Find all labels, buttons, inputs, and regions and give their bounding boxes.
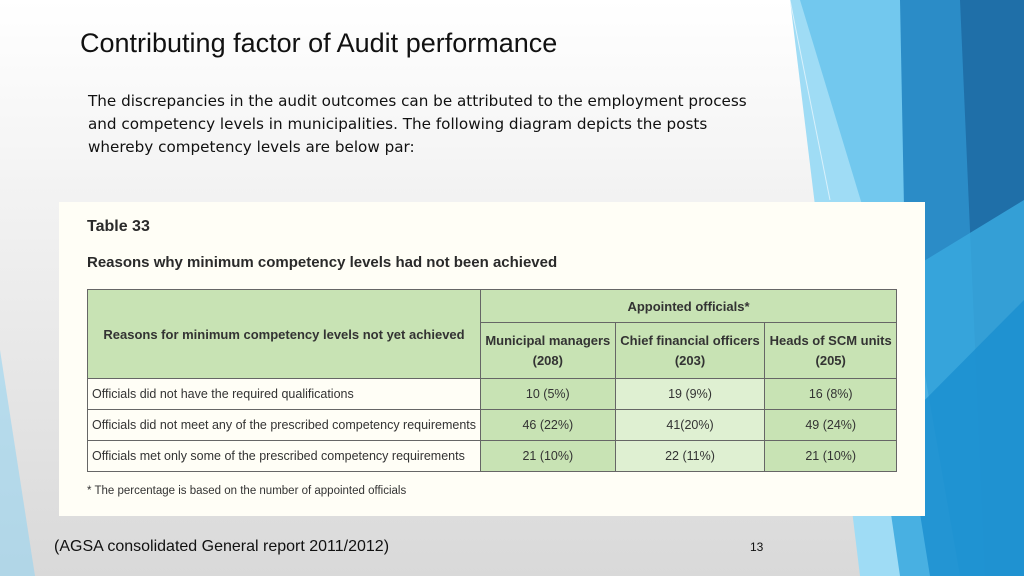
column-count: (203) <box>674 352 706 368</box>
row-reason: Officials met only some of the prescribe… <box>87 440 481 472</box>
reason-column-header: Reasons for minimum competency levels no… <box>87 289 481 379</box>
column-name: Chief financial officers <box>620 332 760 348</box>
column-count: (205) <box>815 352 846 368</box>
row-reason: Officials did not have the required qual… <box>87 378 481 410</box>
column-name: Municipal managers <box>485 332 611 348</box>
table-subheader-row: Municipal managers (208) Chief financial… <box>88 322 897 379</box>
table-row: Officials did not have the required qual… <box>87 378 897 410</box>
intro-paragraph: The discrepancies in the audit outcomes … <box>88 92 747 156</box>
table-cell: 41(20%) <box>614 409 766 441</box>
table-label: Table 33 <box>87 218 150 235</box>
table-image-panel: Table 33 Reasons why minimum competency … <box>59 202 925 516</box>
appointed-officials-header: Appointed officials* <box>480 288 897 324</box>
table-footnote: * The percentage is based on the number … <box>87 485 407 497</box>
slide-title: Contributing factor of Audit performance <box>80 28 558 58</box>
competency-table: Reasons for minimum competency levels no… <box>87 288 897 472</box>
source-citation: (AGSA consolidated General report 2011/2… <box>54 538 390 555</box>
table-cell: 46 (22%) <box>480 409 616 441</box>
table-cell: 21 (10%) <box>480 440 616 472</box>
table-cell: 19 (9%) <box>614 378 766 410</box>
column-count: (208) <box>532 352 563 368</box>
column-name: Heads of SCM units <box>769 332 892 348</box>
table-cell: 49 (24%) <box>764 409 897 441</box>
page-number: 13 <box>750 540 764 554</box>
table-cell: 16 (8%) <box>764 378 897 410</box>
table-header-row: Reasons for minimum competency levels no… <box>87 288 897 379</box>
table-cell: 22 (11%) <box>614 440 766 472</box>
table-row: Officials did not meet any of the prescr… <box>87 409 897 441</box>
table-row: Officials met only some of the prescribe… <box>87 440 897 472</box>
table-cell: 10 (5%) <box>480 378 616 410</box>
row-reason: Officials did not meet any of the prescr… <box>87 409 481 441</box>
table-caption: Reasons why minimum competency levels ha… <box>87 254 558 271</box>
column-header-chief-financial-officers: Chief financial officers (203) <box>614 322 766 379</box>
column-header-municipal-managers: Municipal managers (208) <box>480 322 616 379</box>
table-cell: 21 (10%) <box>764 440 897 472</box>
column-header-heads-of-scm-units: Heads of SCM units (205) <box>764 322 897 379</box>
